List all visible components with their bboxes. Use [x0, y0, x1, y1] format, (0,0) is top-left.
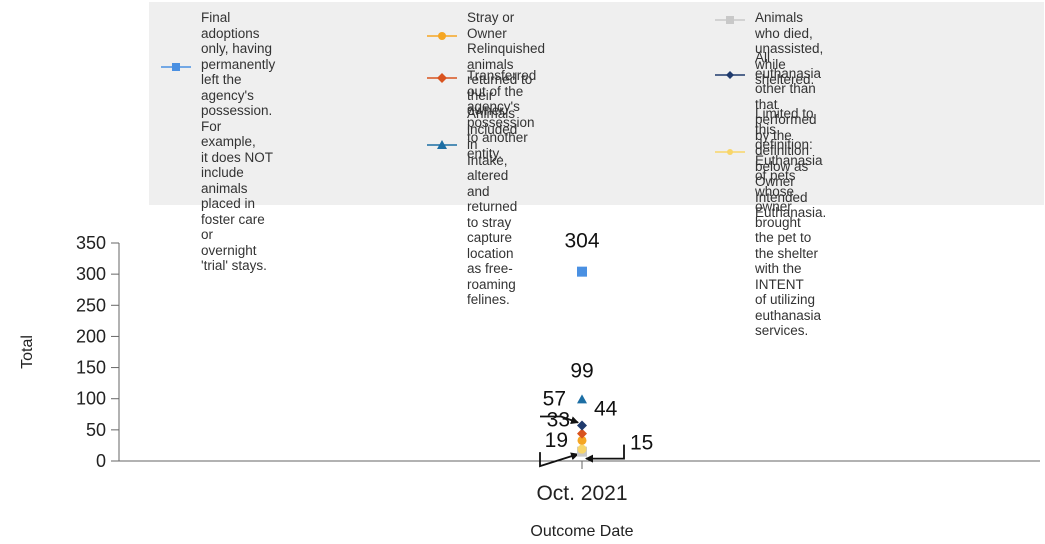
data-point-1	[577, 266, 587, 277]
legend-marker-diamond-icon	[715, 71, 745, 79]
legend-marker-circle-icon	[715, 149, 745, 155]
y-tick-label: 150	[76, 358, 106, 378]
legend-marker-diamond-icon	[427, 73, 457, 83]
legend-label: Limited to this definition: Euthanasia o…	[755, 106, 823, 338]
data-point-3	[577, 428, 587, 439]
data-point-7	[577, 444, 587, 454]
legend-marker-triangle-icon	[427, 140, 457, 149]
data-label: 15	[630, 432, 653, 455]
y-axis-title: Total	[19, 335, 36, 369]
x-axis-title: Outcome Date	[530, 523, 633, 540]
legend-marker-square-icon	[715, 16, 745, 24]
y-tick-label: 50	[86, 420, 106, 440]
y-tick-label: 250	[76, 295, 106, 315]
callout-arrow	[539, 452, 579, 468]
legend-marker-square-icon	[161, 63, 191, 71]
legend: Final adoptions only, having permanently…	[149, 2, 1044, 338]
y-tick-label: 300	[76, 264, 106, 284]
y-tick-label: 0	[96, 451, 106, 471]
data-point-6	[577, 420, 587, 431]
data-label: 33	[547, 408, 570, 431]
callout-arrow	[540, 415, 579, 424]
legend-label: Animals who died, unassisted, while shel…	[755, 10, 824, 87]
data-label: 99	[570, 359, 593, 382]
legend-label: Final adoptions only, having permanently…	[201, 10, 276, 273]
callout-arrow	[585, 444, 625, 463]
x-tick-label: Oct. 2021	[536, 482, 627, 505]
data-label: 304	[564, 230, 599, 253]
legend-label: Transferred out of the agency's possessi…	[467, 68, 537, 161]
legend-label: All euthanasia other than that performed…	[755, 50, 827, 220]
legend-label: Stray or Owner Relinquished animals retu…	[467, 10, 546, 118]
y-tick-label: 100	[76, 389, 106, 409]
legend-label: Animals included in Intake, altered and …	[467, 106, 518, 307]
data-point-2	[577, 435, 587, 445]
data-point-4	[577, 394, 587, 404]
y-tick-label: 350	[76, 233, 106, 253]
y-tick-label: 200	[76, 326, 106, 346]
data-label: 44	[594, 398, 618, 421]
data-label: 57	[543, 387, 566, 410]
legend-marker-circle-icon	[427, 32, 457, 40]
data-label: 19	[545, 429, 568, 452]
